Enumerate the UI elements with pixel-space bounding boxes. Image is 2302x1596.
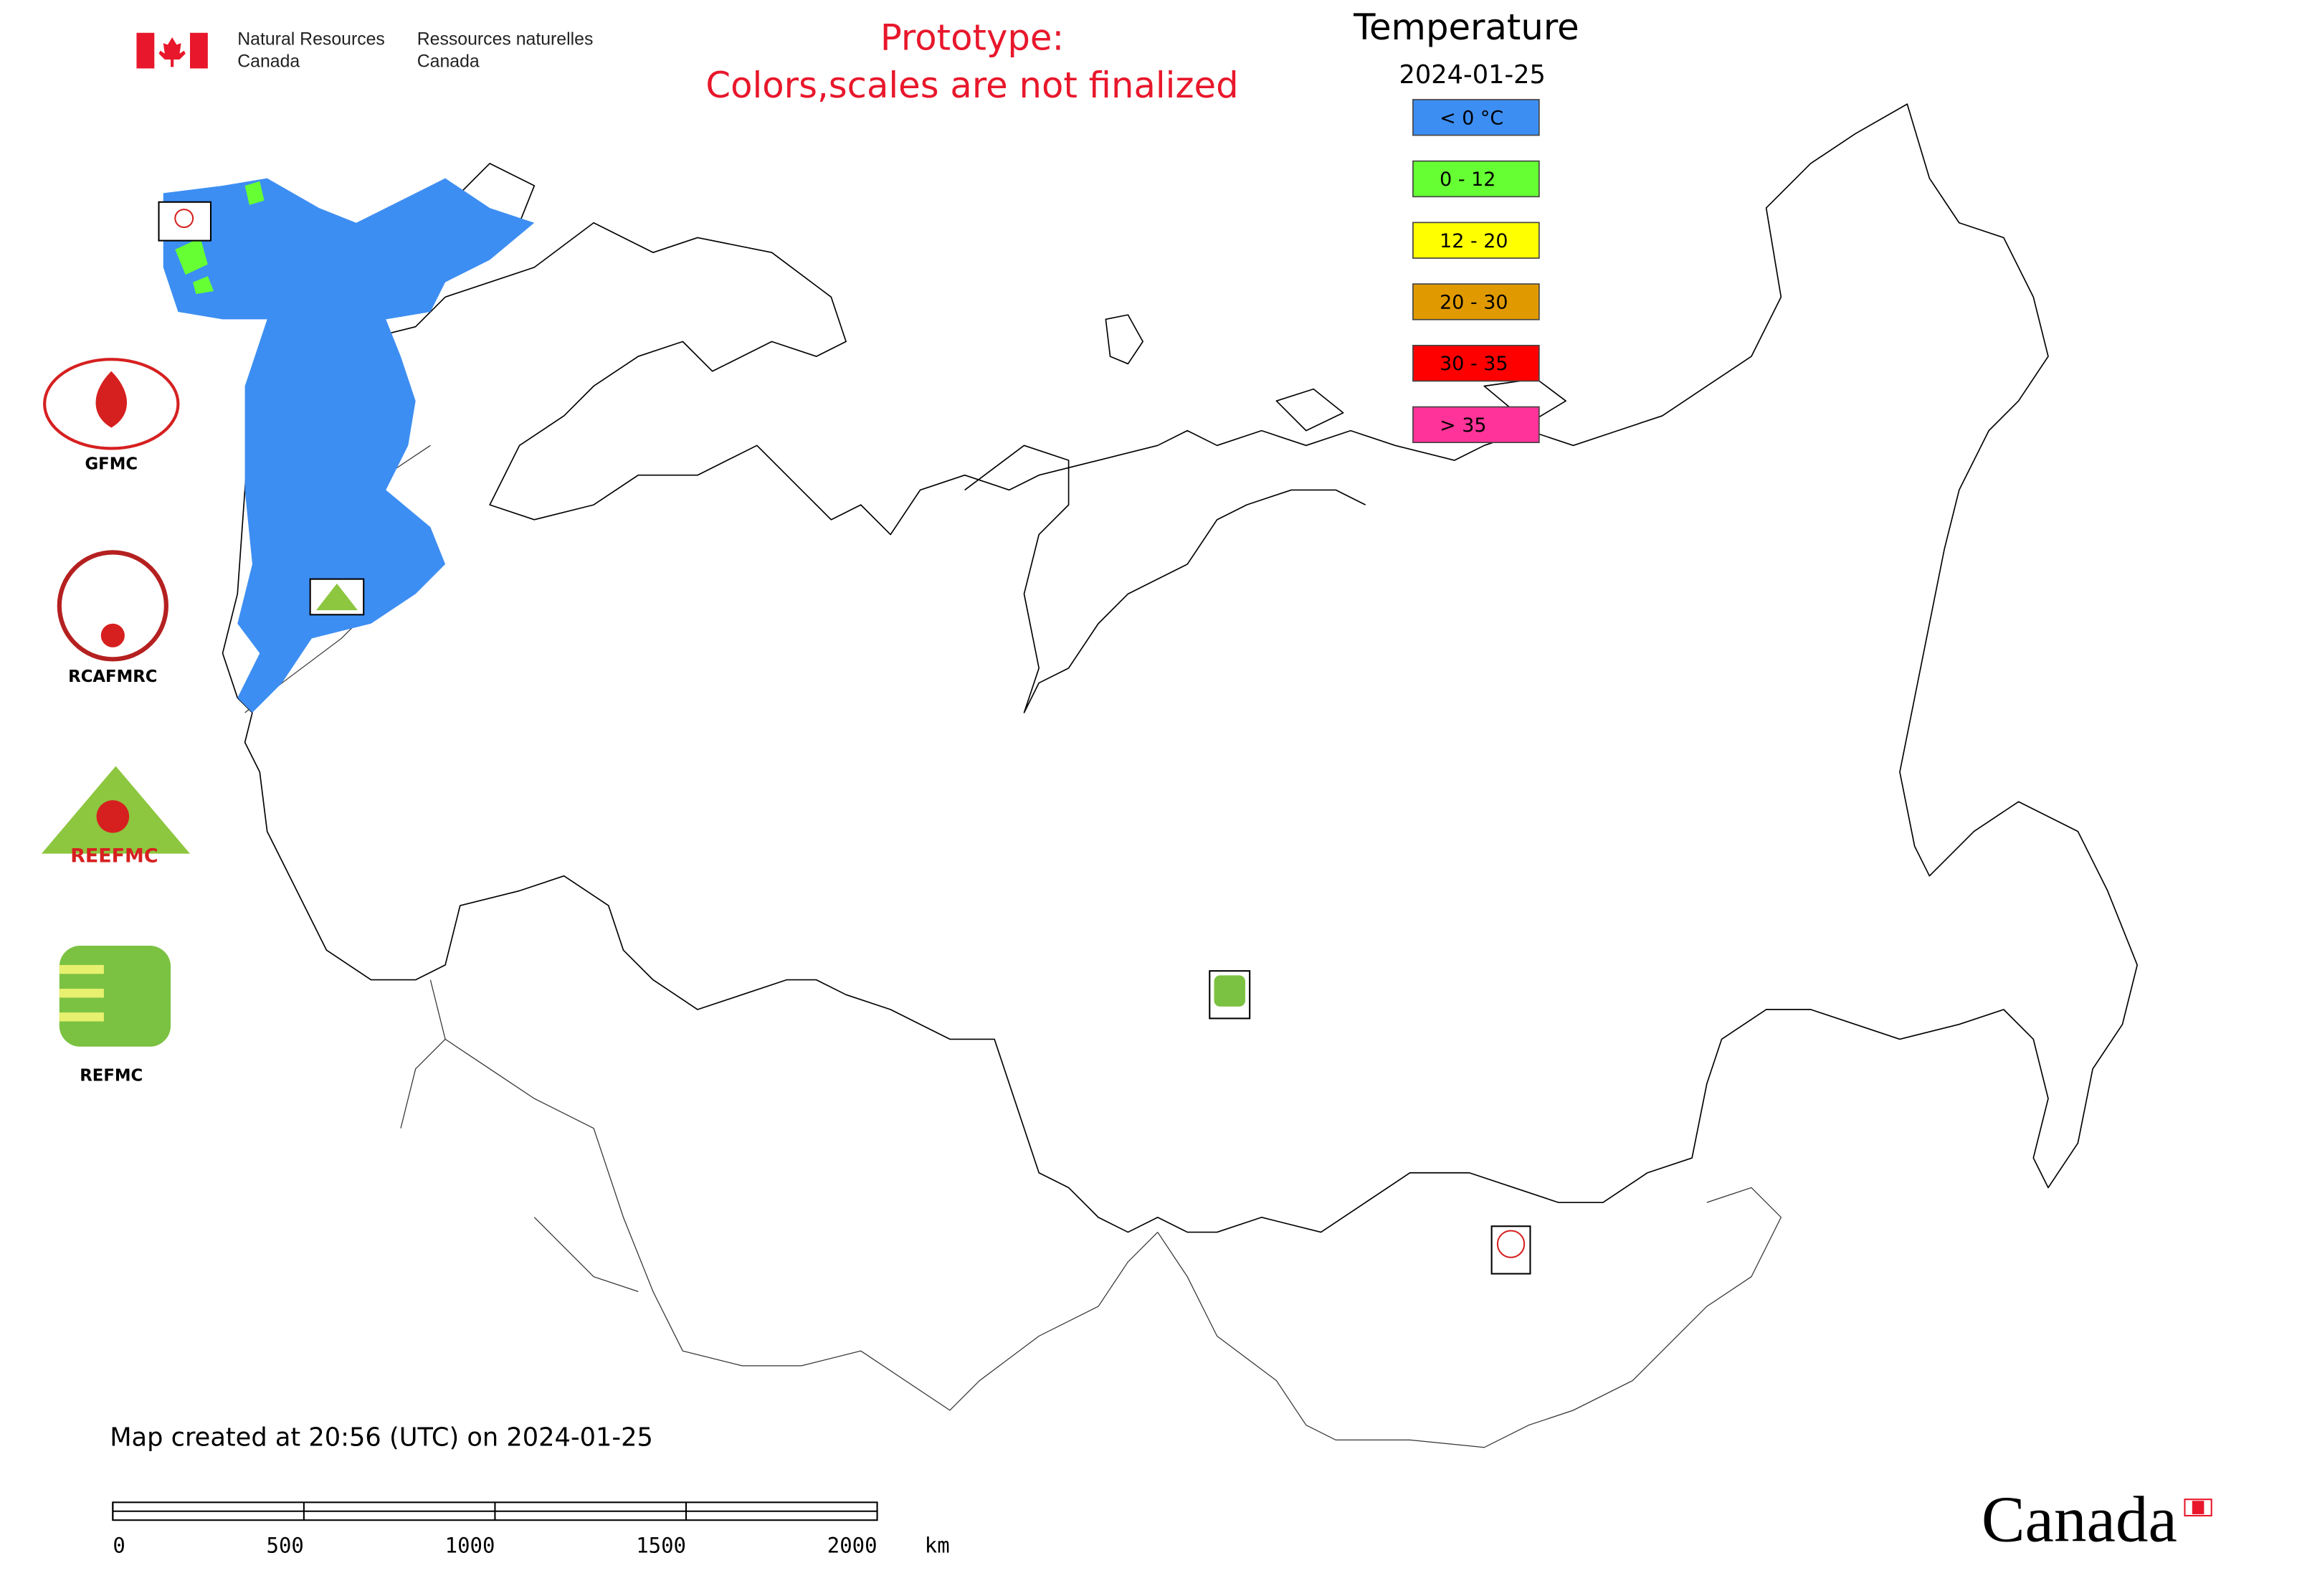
- border-line: [429, 979, 1159, 1411]
- mild-region: [175, 181, 265, 295]
- country-outlines: [222, 103, 2139, 1448]
- scale-label: 0: [113, 1533, 125, 1557]
- logo-label: REFMC: [80, 1067, 143, 1086]
- station-icon: [174, 209, 194, 229]
- partner-logos: GFMC RCAFMRC REEFMC REFMC: [41, 358, 190, 1086]
- logo-gfmc: [95, 371, 128, 428]
- government-signature: Natural Resources Canada Ressources natu…: [136, 30, 593, 72]
- maple-leaf: [158, 37, 186, 67]
- scale-label: 1000: [445, 1533, 495, 1557]
- department-name: Natural Resources: [237, 30, 385, 49]
- logo-label: GFMC: [85, 455, 138, 474]
- legend-title: Temperature: [1353, 6, 1579, 48]
- scale-bar: 0 500 1000 1500 2000 km: [112, 1501, 950, 1557]
- map-created: Map created at 20:56 (UTC) on 2024-01-25: [110, 1422, 653, 1452]
- logo-gfmc: [43, 358, 180, 450]
- legend-label: 0 - 12: [1440, 168, 1495, 191]
- cold-region: [163, 178, 535, 713]
- legend-swatch: [1412, 344, 1540, 382]
- logo-refmc: [59, 964, 104, 974]
- scale-label: 1500: [636, 1533, 686, 1557]
- scale-label: 500: [267, 1533, 304, 1557]
- border-line: [400, 1038, 639, 1292]
- logo-rcafmrc: [57, 550, 168, 662]
- station-marker: [158, 201, 212, 242]
- legend-label: > 35: [1440, 414, 1486, 437]
- legend: < 0 °C 0 - 12 12 - 20 20 - 30 30 - 35 > 35: [1412, 99, 1540, 443]
- logo-refmc: [59, 989, 104, 998]
- notice: Colors,scales are not finalized: [705, 65, 1238, 106]
- notice: Prototype:: [880, 17, 1064, 59]
- border-line: [1157, 1187, 1782, 1448]
- logo-reefmc: [96, 800, 130, 833]
- station-markers: [158, 201, 1531, 1275]
- coastline: [964, 445, 1366, 713]
- scale-label: 2000: [827, 1533, 877, 1557]
- department-name: Canada: [417, 52, 480, 72]
- legend-label: 30 - 35: [1440, 353, 1508, 375]
- legend-label: 20 - 30: [1440, 291, 1508, 313]
- legend-swatch: [1412, 222, 1540, 259]
- department-name: Ressources naturelles: [417, 30, 594, 49]
- temperature-area: [163, 178, 535, 713]
- legend-swatch: [1412, 160, 1540, 198]
- legend-swatch: [1412, 99, 1540, 136]
- legend-label: 12 - 20: [1440, 230, 1508, 252]
- station-icon: [1496, 1230, 1526, 1258]
- logo-label: RCAFMRC: [68, 668, 157, 686]
- scale-unit: km: [925, 1533, 950, 1557]
- legend-label: < 0 °C: [1440, 107, 1503, 129]
- logo-refmc: [59, 1012, 104, 1022]
- legend-swatch: [1412, 283, 1540, 320]
- department-name: Canada: [237, 52, 300, 72]
- station-marker: [1490, 1225, 1531, 1275]
- canada-wordmark: Canada: [1982, 1483, 2177, 1555]
- flag-bar: [189, 32, 208, 69]
- legend-date: 2024-01-25: [1399, 60, 1546, 90]
- coastline: [452, 163, 1566, 432]
- legend-swatch: [1412, 406, 1540, 443]
- station-icon: [315, 583, 358, 611]
- flag-bar: [136, 32, 155, 69]
- coastline: [222, 103, 2139, 1233]
- station-icon: [1214, 975, 1245, 1007]
- logo-label: REEFMC: [70, 845, 158, 867]
- logo-rcafmrc: [100, 623, 125, 647]
- wordmark-flag: [2192, 1501, 2205, 1514]
